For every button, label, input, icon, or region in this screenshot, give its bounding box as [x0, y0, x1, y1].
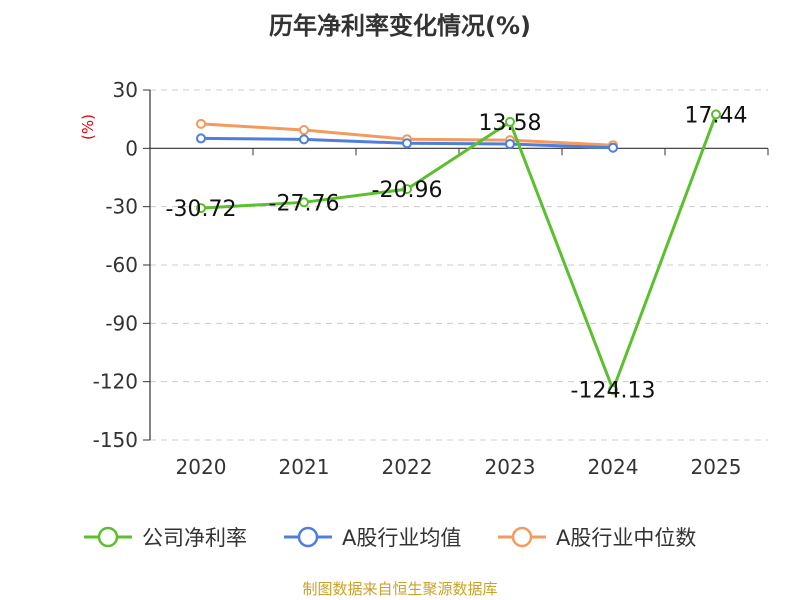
data-point — [402, 138, 412, 149]
x-tick-label: 2025 — [691, 455, 742, 479]
y-tick-label: -90 — [105, 311, 138, 335]
legend-swatch-marker — [511, 526, 533, 548]
data-point — [505, 116, 515, 127]
y-axis-label: (%) — [79, 114, 97, 140]
x-tick-labels: 2020 2021 2022 2023 2024 2025 — [176, 455, 742, 479]
x-tick-label: 2023 — [485, 455, 536, 479]
data-point — [196, 118, 206, 129]
y-tick-label: -150 — [93, 428, 138, 452]
data-label: 13.58 — [479, 111, 542, 136]
y-tick-label: -120 — [93, 370, 138, 394]
chart-title: 历年净利率变化情况(%) — [269, 12, 531, 40]
data-point — [711, 109, 721, 120]
y-tick-label: 30 — [113, 78, 138, 102]
series-lines — [196, 109, 721, 395]
data-point — [299, 197, 309, 208]
legend-label: A股行业均值 — [342, 526, 461, 550]
x-tick-label: 2022 — [382, 455, 433, 479]
data-point — [196, 133, 206, 144]
x-tick-label: 2021 — [279, 455, 330, 479]
data-point — [608, 384, 618, 395]
data-label: 17.44 — [685, 103, 748, 128]
x-tick-label: 2024 — [588, 455, 639, 479]
data-point — [299, 125, 309, 136]
data-point — [505, 139, 515, 150]
data-label: -124.13 — [571, 379, 656, 404]
data-point — [402, 184, 412, 195]
legend-label: A股行业中位数 — [556, 526, 696, 550]
series-line — [200, 113, 718, 392]
data-point — [608, 142, 618, 153]
legend: 公司净利率 A股行业均值 A股行业中位数 — [84, 526, 696, 550]
y-tick-label: -30 — [105, 195, 138, 219]
legend-swatch-marker — [97, 526, 119, 548]
data-label: -30.72 — [166, 197, 237, 222]
data-label: -27.76 — [269, 191, 340, 216]
source-note: 制图数据来自恒生聚源数据库 — [302, 580, 497, 598]
y-tick-label: 0 — [125, 136, 138, 160]
data-point — [299, 134, 309, 145]
y-tick-labels: 30 0 -30 -60 -90 -120 -150 — [93, 78, 138, 452]
data-labels: -30.72 -27.76 -20.96 13.58 -124.13 17.44 — [166, 103, 748, 403]
y-tick-label: -60 — [105, 253, 138, 277]
data-label: -20.96 — [372, 178, 443, 203]
legend-label: 公司净利率 — [142, 526, 247, 550]
data-point — [196, 203, 206, 214]
grid-lines — [150, 89, 768, 441]
x-tick-label: 2020 — [176, 455, 227, 479]
legend-swatch-marker — [297, 526, 319, 548]
axes — [143, 89, 769, 441]
